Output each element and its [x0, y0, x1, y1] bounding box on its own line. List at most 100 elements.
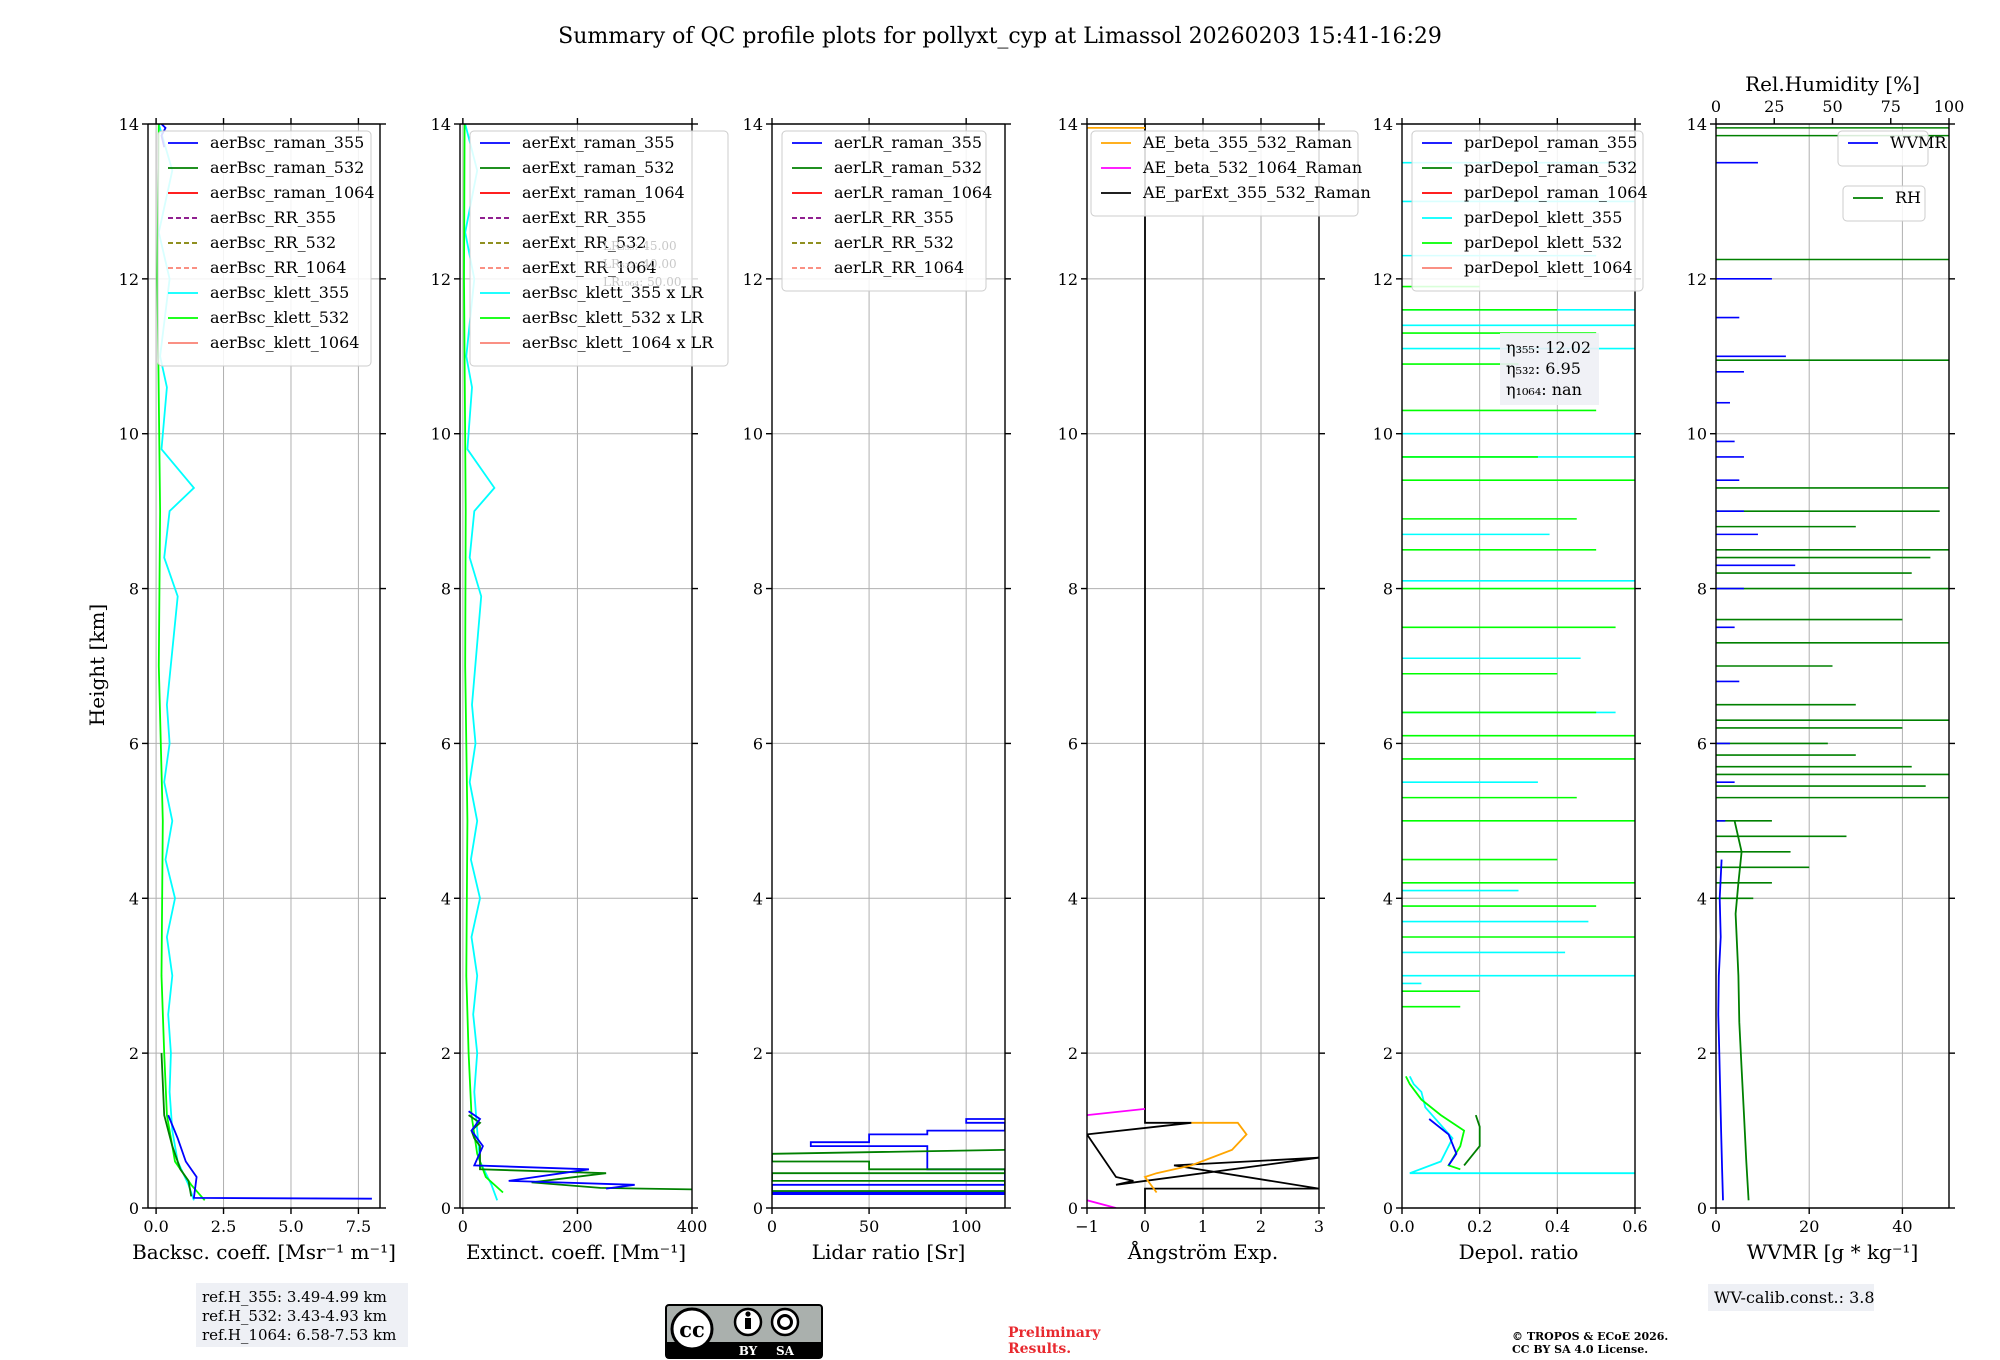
- y-tick-label: 6: [1068, 734, 1078, 753]
- y-tick-label: 0: [441, 1199, 451, 1218]
- y-tick-label: 0: [1068, 1199, 1078, 1218]
- eta-box-frame: [1500, 333, 1599, 405]
- legend-wvmr: WVMR: [1837, 130, 1947, 167]
- series-parDepol_raman_532: [1463, 1114, 1481, 1166]
- y-tick-label: 6: [1697, 734, 1707, 753]
- y-tick-label: 12: [743, 270, 763, 289]
- series-aerExt_raman_355: [468, 1110, 635, 1190]
- legend-frame: [781, 130, 987, 292]
- ref-height-355: ref.H_355: 3.49-4.99 km: [202, 1288, 387, 1306]
- y-tick-label: 12: [1373, 270, 1393, 289]
- legend-label: aerBsc_klett_532 x LR: [522, 308, 704, 327]
- data-layer: [1716, 127, 1949, 1201]
- y-tick-label: 4: [1697, 889, 1707, 908]
- series-aerExt_raman_532: [468, 1114, 692, 1191]
- data-layer: [772, 1118, 1005, 1195]
- ref-height-1064: ref.H_1064: 6.58-7.53 km: [202, 1326, 396, 1344]
- top-x-tick-label: 100: [1934, 97, 1965, 116]
- legend-label: aerLR_raman_532: [834, 158, 982, 177]
- series-AE_parExt_355_532_Raman: [1087, 124, 1319, 1208]
- x-tick-label: 50: [859, 1217, 879, 1236]
- series-aerBsc_raman_532: [160, 1053, 193, 1197]
- series-aerLR_raman_355: [772, 1118, 1005, 1195]
- legend-frame: [469, 130, 729, 367]
- y-tick-label: 14: [1058, 115, 1078, 134]
- preliminary-line-2: Results.: [1008, 1341, 1071, 1357]
- y-tick-label: 0: [1697, 1199, 1707, 1218]
- legend-label: parDepol_raman_1064: [1464, 183, 1648, 202]
- lr-note: LR₅₃₂: 40.00: [603, 257, 677, 271]
- x-tick-label: 40: [1892, 1217, 1912, 1236]
- x-tick-label: 400: [677, 1217, 708, 1236]
- y-tick-label: 4: [441, 889, 451, 908]
- x-tick-label: 20: [1799, 1217, 1819, 1236]
- legend-label: aerExt_RR_532: [522, 233, 646, 252]
- x-tick-label: 3: [1314, 1217, 1324, 1236]
- y-tick-label: 12: [1687, 270, 1707, 289]
- y-tick-label: 8: [1697, 580, 1707, 599]
- legend-label: aerExt_raman_532: [522, 158, 675, 177]
- y-tick-label: 10: [1373, 425, 1393, 444]
- cc-sa-label: SA: [776, 1344, 795, 1358]
- legend-label: aerBsc_RR_355: [210, 208, 336, 227]
- x-tick-label: 7.5: [346, 1217, 371, 1236]
- data-layer: [1402, 161, 1635, 1175]
- x-tick-label: 0: [1711, 1217, 1721, 1236]
- x-tick-label: 0.4: [1545, 1217, 1570, 1236]
- x-tick-label: 0: [1140, 1217, 1150, 1236]
- y-tick-label: 10: [1687, 425, 1707, 444]
- legend-label: AE_parExt_355_532_Raman: [1142, 183, 1371, 202]
- x-tick-label: 0.0: [1389, 1217, 1414, 1236]
- y-axis-label: Height [km]: [85, 604, 109, 726]
- y-tick-label: 2: [129, 1044, 139, 1063]
- wv-calibration-constant: WV-calib.const.: 3.8: [1714, 1288, 1875, 1307]
- x-axis-label: WVMR [g * kg⁻¹]: [1747, 1240, 1919, 1264]
- legend-label: aerExt_RR_1064: [522, 258, 657, 277]
- series-AE_beta_532_1064_Raman_b: [1087, 1108, 1146, 1116]
- y-tick-label: 8: [441, 580, 451, 599]
- svg-text:cc: cc: [679, 1317, 705, 1342]
- y-tick-label: 10: [1058, 425, 1078, 444]
- legend-label: aerExt_raman_1064: [522, 183, 685, 202]
- legend-label: aerBsc_klett_1064 x LR: [522, 333, 714, 352]
- legend-panel-3: aerLR_raman_355 aerLR_raman_532 aerLR_rama…: [781, 130, 992, 292]
- share-alike-icon: [770, 1307, 800, 1337]
- y-tick-label: 4: [1068, 889, 1078, 908]
- legend-rh: RH: [1842, 185, 1926, 222]
- x-tick-label: 0.2: [1467, 1217, 1492, 1236]
- y-tick-label: 14: [743, 115, 763, 134]
- preliminary-line-1: Preliminary: [1008, 1325, 1101, 1341]
- legend-label: aerBsc_raman_532: [210, 158, 364, 177]
- series-RH: [1733, 820, 1750, 1201]
- legend-label: aerBsc_RR_1064: [210, 258, 346, 277]
- legend-frame: [157, 130, 372, 367]
- x-tick-label: 0: [767, 1217, 777, 1236]
- y-tick-label: 2: [1697, 1044, 1707, 1063]
- y-tick-label: 10: [431, 425, 451, 444]
- legend-label: aerExt_RR_355: [522, 208, 646, 227]
- wv-calibration-box: WV-calib.const.: 3.8: [1708, 1284, 1875, 1311]
- legend-label: aerBsc_klett_532: [210, 308, 349, 327]
- x-axis-label: Ångström Exp.: [1127, 1239, 1278, 1264]
- y-tick-label: 8: [753, 580, 763, 599]
- legend-label: aerBsc_klett_355 x LR: [522, 283, 704, 302]
- y-tick-label: 0: [753, 1199, 763, 1218]
- legend-label: RH: [1895, 188, 1921, 207]
- copyright-line-2: CC BY SA 4.0 License.: [1512, 1343, 1648, 1356]
- legend-frame: [1411, 130, 1644, 292]
- eta-value: η₅₃₂: 6.95: [1506, 359, 1581, 378]
- x-axis-label: Depol. ratio: [1459, 1240, 1579, 1264]
- y-tick-label: 4: [1383, 889, 1393, 908]
- eta-value: η₃₅₅: 12.02: [1506, 338, 1591, 357]
- legend-panel-5: parDepol_raman_355 parDepol_raman_532 parD…: [1411, 130, 1648, 292]
- y-tick-label: 0: [1383, 1199, 1393, 1218]
- legend-label: aerLR_RR_532: [834, 233, 954, 252]
- y-tick-label: 4: [753, 889, 763, 908]
- y-tick-label: 12: [119, 270, 139, 289]
- y-tick-label: 8: [1383, 580, 1393, 599]
- cc-by-label: BY: [739, 1344, 758, 1358]
- lr-note: LR₃₅₅: 45.00: [603, 239, 677, 253]
- x-tick-label: 100: [951, 1217, 982, 1236]
- cc-license-badge: cc BY SA: [665, 1304, 823, 1359]
